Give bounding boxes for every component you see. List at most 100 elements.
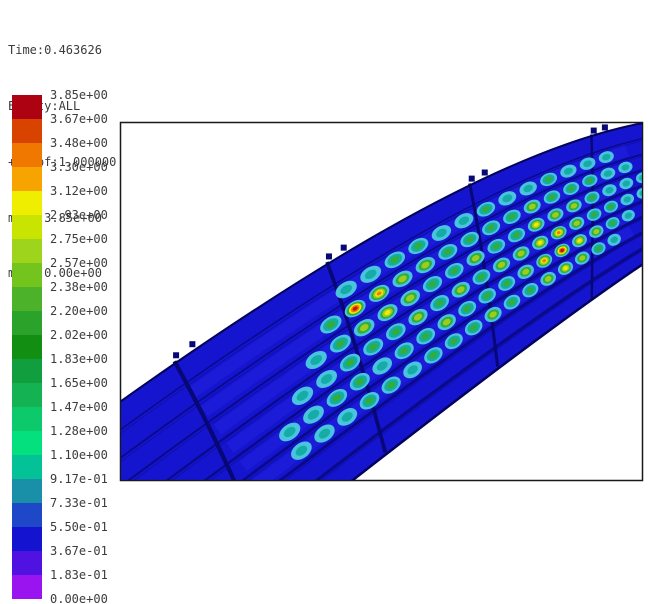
- legend-swatch: [12, 575, 42, 599]
- legend-label: 2.93e+00: [50, 208, 108, 222]
- frame-clip-tab: [601, 124, 608, 131]
- fringe-blob: [337, 408, 358, 426]
- fringe-blob: [563, 181, 580, 196]
- fringe-blob: [519, 181, 537, 196]
- fringe-blob: [408, 308, 428, 326]
- fringe-blob: [635, 172, 642, 184]
- legend-swatch: [12, 335, 42, 359]
- legend-swatch: [12, 503, 42, 527]
- fringe-blob: [478, 288, 496, 304]
- legend-label: 2.57e+00: [50, 256, 108, 270]
- fringe-blob: [464, 319, 483, 336]
- legend-label: 2.20e+00: [50, 304, 108, 318]
- fringe-blob: [430, 295, 449, 312]
- fringe-blob: [492, 257, 511, 273]
- stiffener-stripe-minor: [284, 234, 642, 480]
- transverse-frame: [172, 360, 237, 480]
- fringe-blob: [316, 370, 338, 388]
- fringe-blob: [403, 361, 422, 379]
- frame-clip-tab: [468, 175, 475, 182]
- fringe-blob: [579, 157, 596, 170]
- fringe-blob: [339, 353, 361, 372]
- fringe-blob: [437, 314, 456, 331]
- fringe-blob: [349, 372, 370, 391]
- legend-label: 3.30e+00: [50, 160, 108, 174]
- stiffener-stripe: [121, 153, 642, 459]
- legend-label: 3.67e+00: [50, 112, 108, 126]
- stiffener-stripe-minor: [121, 156, 642, 462]
- fringe-blob: [569, 216, 585, 230]
- fringe-blob: [523, 199, 541, 214]
- fringe-blob: [394, 342, 414, 360]
- fringe-blob: [536, 253, 553, 268]
- legend-swatch: [12, 551, 42, 575]
- legend-label: 1.83e+00: [50, 352, 108, 366]
- fringe-blob: [385, 323, 406, 341]
- fringe-blob: [602, 184, 617, 197]
- frame-clip-tab: [481, 169, 488, 176]
- fringe-blob: [359, 392, 380, 410]
- legend-swatch: [12, 119, 42, 143]
- fringe-blob: [484, 306, 502, 323]
- fringe-blob: [550, 225, 567, 240]
- fringe-blob: [487, 238, 506, 254]
- fringe-blob: [547, 208, 564, 222]
- fringe-blob: [416, 327, 436, 345]
- fringe-blob: [314, 424, 335, 443]
- legend-swatch: [12, 407, 42, 431]
- fringe-blob: [422, 276, 443, 293]
- fringe-blob: [589, 225, 604, 238]
- legend-swatch: [12, 311, 42, 335]
- legend-label: 0.00e+00: [50, 592, 108, 604]
- fringe-blob: [507, 227, 526, 243]
- fringe-blob: [408, 237, 429, 255]
- fringe-blob: [326, 388, 348, 407]
- fringe-blob: [540, 271, 557, 286]
- fringe-blob: [458, 300, 477, 317]
- stiffener-stripe: [203, 199, 642, 480]
- legend-color-bar: [12, 95, 42, 599]
- fringe-legend: 3.85e+00 3.67e+00 3.48e+00 3.30e+00 3.12e+00…: [0, 0, 120, 604]
- legend-label: 1.65e+00: [50, 376, 108, 390]
- legend-swatch: [12, 215, 42, 239]
- fringe-blob: [584, 191, 600, 204]
- legend-label: 2.75e+00: [50, 232, 108, 246]
- fringe-blob: [620, 193, 635, 206]
- stiffener-stripe: [165, 184, 642, 480]
- fringe-blob: [591, 242, 606, 255]
- fringe-blob: [598, 151, 614, 164]
- fringe-blob: [560, 164, 577, 178]
- legend-label: 3.48e+00: [50, 136, 108, 150]
- frame-clip-tab: [590, 127, 597, 134]
- fringe-blob: [603, 200, 619, 213]
- fringe-blob: [360, 265, 382, 283]
- frame-clip-tab: [173, 352, 180, 359]
- legend-swatch: [12, 239, 42, 263]
- fringe-blob: [618, 161, 633, 174]
- fringe-blob: [377, 304, 398, 322]
- fringe-blob: [607, 233, 621, 246]
- fringe-blob: [566, 199, 582, 213]
- stiffener-stripe-minor: [172, 187, 642, 480]
- fringe-blob: [460, 231, 479, 248]
- fringe-blob: [503, 294, 521, 310]
- fringe-blob: [527, 217, 545, 232]
- fringe-blob: [279, 422, 301, 442]
- fringe-blob: [503, 209, 521, 224]
- legend-label: 7.33e-01: [50, 496, 108, 510]
- fringe-blob: [291, 441, 312, 460]
- fringe-blob: [554, 243, 570, 258]
- fringe-blob: [522, 283, 539, 298]
- stiffener-stripe: [127, 168, 642, 480]
- viewport-border-overlay: [119, 121, 644, 482]
- fringe-blob: [368, 284, 390, 302]
- stiffener-stripe-minor: [210, 203, 642, 480]
- legend-swatch: [12, 359, 42, 383]
- fringe-blob: [586, 208, 602, 221]
- fringe-blob: [621, 209, 635, 222]
- fringe-blob: [498, 276, 516, 291]
- fringe-blob: [384, 251, 406, 269]
- fringe-blob: [445, 262, 464, 279]
- legend-label: 1.83e-01: [50, 568, 108, 582]
